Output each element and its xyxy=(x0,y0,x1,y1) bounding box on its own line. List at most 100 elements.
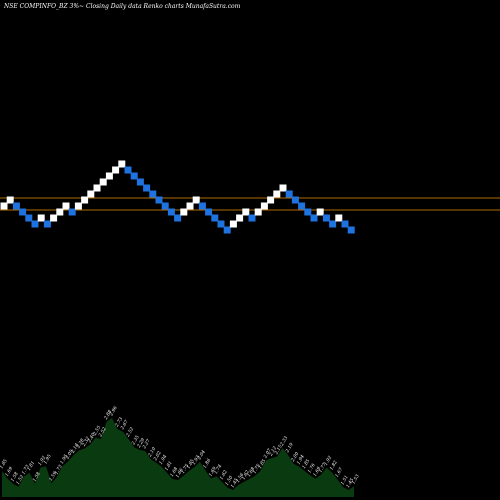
renko-brick-up xyxy=(50,214,58,222)
renko-brick-down xyxy=(161,202,169,210)
volume-label: 1.52 xyxy=(15,474,25,486)
renko-brick-down xyxy=(248,214,256,222)
volume-label: 1.69 xyxy=(208,466,218,478)
renko-brick-down xyxy=(217,220,225,228)
renko-brick-up xyxy=(93,184,101,192)
renko-brick-up xyxy=(192,196,200,204)
renko-brick-up xyxy=(273,190,281,198)
volume-label: 1.75 xyxy=(252,463,262,475)
volume-label: 2.29 xyxy=(136,437,147,450)
renko-brick-down xyxy=(136,178,144,186)
volume-label: 1.67 xyxy=(334,467,344,479)
renko-brick-down xyxy=(130,172,138,180)
volume-label: 1.59 xyxy=(48,471,58,483)
volume-label: 2.07 xyxy=(262,448,273,461)
volume-label: 2.40 xyxy=(86,432,97,445)
volume-label: 1.45 xyxy=(230,477,240,489)
volume-label: 1.82 xyxy=(329,460,339,472)
renko-brick-up xyxy=(267,196,275,204)
volume-label: 1.81 xyxy=(164,460,174,472)
volume-label: 1.81 xyxy=(26,460,36,472)
volume-label: 1.68 xyxy=(169,466,179,478)
volume-label: 2.27 xyxy=(141,438,152,451)
volume-label: 1.58 xyxy=(10,471,20,483)
renko-brick-down xyxy=(25,214,33,222)
renko-brick-up xyxy=(81,196,89,204)
volume-label: 1.94 xyxy=(296,454,306,466)
renko-brick-down xyxy=(329,220,337,228)
renko-brick-up xyxy=(316,208,324,216)
renko-brick-up xyxy=(118,160,126,168)
volume-label: 2.73 xyxy=(114,416,125,429)
renko-brick-up xyxy=(260,202,268,210)
volume-label: 1.77 xyxy=(318,462,328,474)
renko-brick-up xyxy=(74,202,82,210)
renko-brick-down xyxy=(19,208,27,216)
volume-label: 1.76 xyxy=(307,462,317,474)
volume-area xyxy=(2,418,354,497)
volume-label: 2.04 xyxy=(196,449,207,462)
volume-label: 2.05 xyxy=(64,449,75,462)
renko-brick-up xyxy=(105,172,113,180)
volume-label: 1.85 xyxy=(186,458,196,470)
renko-brick-up xyxy=(229,220,237,228)
volume-label: 1.62 xyxy=(241,469,251,481)
volume-label: 1.92 xyxy=(37,455,47,467)
volume-label: 1.73 xyxy=(54,464,64,476)
renko-brick-up xyxy=(6,196,14,204)
volume-label: 1.94 xyxy=(158,454,168,466)
volume-label: 1.85 xyxy=(257,458,267,470)
volume-labels: 1.851.691.581.521.731.811.581.921.951.59… xyxy=(0,405,361,489)
renko-brick-down xyxy=(12,202,20,210)
renko-brick-down xyxy=(31,220,39,228)
renko-brick-up xyxy=(279,184,287,192)
volume-label: 2.52 xyxy=(97,426,108,439)
volume-label: 2.96 xyxy=(108,405,119,418)
volume-label: 1.93 xyxy=(191,454,201,466)
volume-label: 2.52 xyxy=(125,426,136,439)
volume-label: 1.74 xyxy=(213,463,223,475)
renko-brick-up xyxy=(87,190,95,198)
renko-brick-up xyxy=(99,178,107,186)
renko-brick-down xyxy=(68,208,76,216)
volume-label: 1.45 xyxy=(345,477,355,489)
renko-brick-down xyxy=(149,190,157,198)
renko-brick-down xyxy=(205,208,213,216)
volume-label: 1.95 xyxy=(43,453,53,465)
volume-label: 2.28 xyxy=(75,438,86,451)
volume-label: 1.73 xyxy=(21,464,31,476)
renko-brick-down xyxy=(167,208,175,216)
chart-title: NSE COMPINFO_BZ 3%~ Closing Daily data R… xyxy=(3,3,241,10)
volume-label: 1.69 xyxy=(4,466,14,478)
renko-brick-up xyxy=(62,202,70,210)
renko-brick-down xyxy=(298,202,306,210)
renko-brick-up xyxy=(254,208,262,216)
renko-brick-up xyxy=(37,214,45,222)
volume-area-group xyxy=(2,418,354,497)
renko-brick-up xyxy=(186,202,194,210)
volume-label: 2.18 xyxy=(70,442,81,455)
volume-label: 1.56 xyxy=(235,472,245,484)
volume-label: 1.69 xyxy=(312,466,322,478)
renko-brick-down xyxy=(285,190,293,198)
renko-brick-up xyxy=(180,208,188,216)
renko-brick-down xyxy=(291,196,299,204)
renko-brick-up xyxy=(335,214,343,222)
volume-label: 2.15 xyxy=(273,444,284,457)
volume-label: 2.55 xyxy=(92,425,103,438)
volume-label: 1.75 xyxy=(180,463,190,475)
renko-brick-up xyxy=(236,214,244,222)
volume-label: 2.67 xyxy=(119,419,130,432)
volume-label: 2.00 xyxy=(290,451,301,464)
volume-label: 2.10 xyxy=(147,446,158,459)
renko-brick-down xyxy=(341,220,349,228)
renko-brick-down xyxy=(211,214,219,222)
renko-brick-down xyxy=(347,226,355,234)
volume-label: 2.12 xyxy=(268,445,279,458)
volume-label: 1.50 xyxy=(224,475,234,487)
renko-brick-up xyxy=(0,202,8,210)
volume-label: 2.02 xyxy=(152,450,163,463)
volume-label: 2.35 xyxy=(130,434,141,447)
volume-label: 2.32 xyxy=(81,436,92,449)
